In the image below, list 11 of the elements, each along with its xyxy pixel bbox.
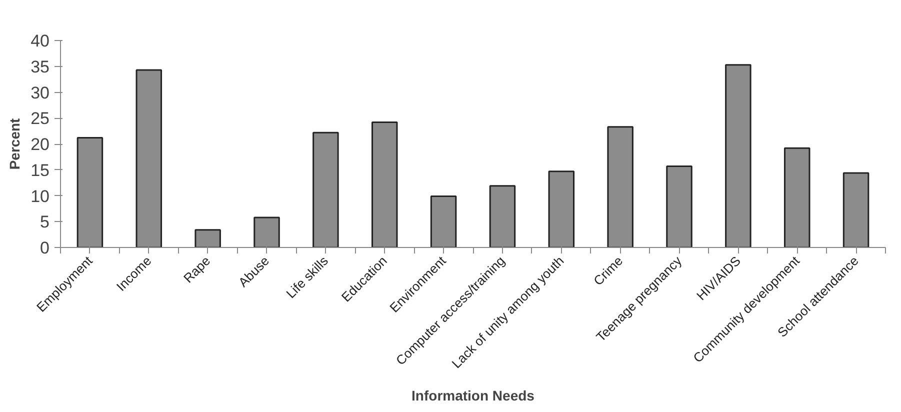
y-tick-label: 30 [30, 83, 50, 102]
x-axis-title: Information Needs [412, 387, 535, 404]
y-tick-label: 0 [40, 238, 50, 258]
y-tick-label: 15 [30, 160, 50, 180]
y-tick-label: 5 [40, 212, 50, 232]
y-axis-title: Percent [6, 118, 23, 170]
y-tick-label: 35 [30, 57, 50, 76]
y-tick-label: 25 [30, 109, 50, 128]
y-tick-label: 40 [30, 32, 50, 50]
y-tick-label: 10 [30, 186, 50, 206]
y-tick-label: 20 [30, 135, 50, 154]
